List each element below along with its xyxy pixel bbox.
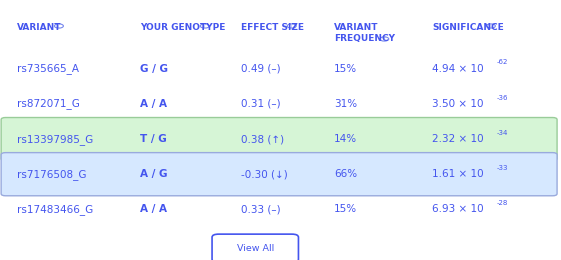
Text: -33: -33 (496, 165, 508, 171)
Text: 15%: 15% (334, 204, 357, 214)
Text: rs7176508_G: rs7176508_G (17, 169, 86, 180)
Text: i: i (204, 23, 205, 29)
Text: 14%: 14% (334, 134, 357, 144)
Text: 4.94 × 10: 4.94 × 10 (432, 64, 484, 74)
Text: 6.93 × 10: 6.93 × 10 (432, 204, 484, 214)
Text: -34: -34 (496, 129, 508, 136)
Text: G / G: G / G (140, 64, 168, 74)
Text: rs17483466_G: rs17483466_G (17, 204, 93, 215)
Text: i: i (384, 36, 385, 42)
Text: rs13397985_G: rs13397985_G (17, 134, 93, 145)
Text: 0.33 (–): 0.33 (–) (241, 204, 281, 214)
Text: 2.32 × 10: 2.32 × 10 (432, 134, 484, 144)
Text: -0.30 (↓): -0.30 (↓) (241, 169, 288, 179)
Text: A / G: A / G (140, 169, 168, 179)
Text: 66%: 66% (334, 169, 357, 179)
Text: A / A: A / A (140, 99, 167, 109)
Text: 3.50 × 10: 3.50 × 10 (432, 99, 484, 109)
Text: SIGNIFICANCE: SIGNIFICANCE (432, 23, 504, 32)
Text: VARIANT
FREQUENCY: VARIANT FREQUENCY (334, 23, 395, 43)
Text: 0.31 (–): 0.31 (–) (241, 99, 281, 109)
Text: -62: -62 (496, 59, 508, 66)
Text: i: i (490, 23, 491, 29)
Text: -36: -36 (496, 94, 508, 101)
Text: VARIANT: VARIANT (17, 23, 61, 32)
FancyBboxPatch shape (1, 118, 557, 161)
Text: 0.38 (↑): 0.38 (↑) (241, 134, 284, 144)
Text: T / G: T / G (140, 134, 167, 144)
Text: 15%: 15% (334, 64, 357, 74)
Text: A / A: A / A (140, 204, 167, 214)
FancyBboxPatch shape (212, 234, 298, 260)
Text: 0.49 (–): 0.49 (–) (241, 64, 281, 74)
Text: i: i (291, 23, 292, 29)
Text: rs735665_A: rs735665_A (17, 63, 79, 74)
Text: i: i (58, 23, 59, 29)
Text: YOUR GENOTYPE: YOUR GENOTYPE (140, 23, 226, 32)
FancyBboxPatch shape (1, 153, 557, 196)
Text: rs872071_G: rs872071_G (17, 99, 80, 109)
Text: -28: -28 (496, 200, 508, 206)
Text: View All: View All (237, 244, 274, 253)
Text: 31%: 31% (334, 99, 357, 109)
Text: 1.61 × 10: 1.61 × 10 (432, 169, 484, 179)
Text: EFFECT SIZE: EFFECT SIZE (241, 23, 304, 32)
